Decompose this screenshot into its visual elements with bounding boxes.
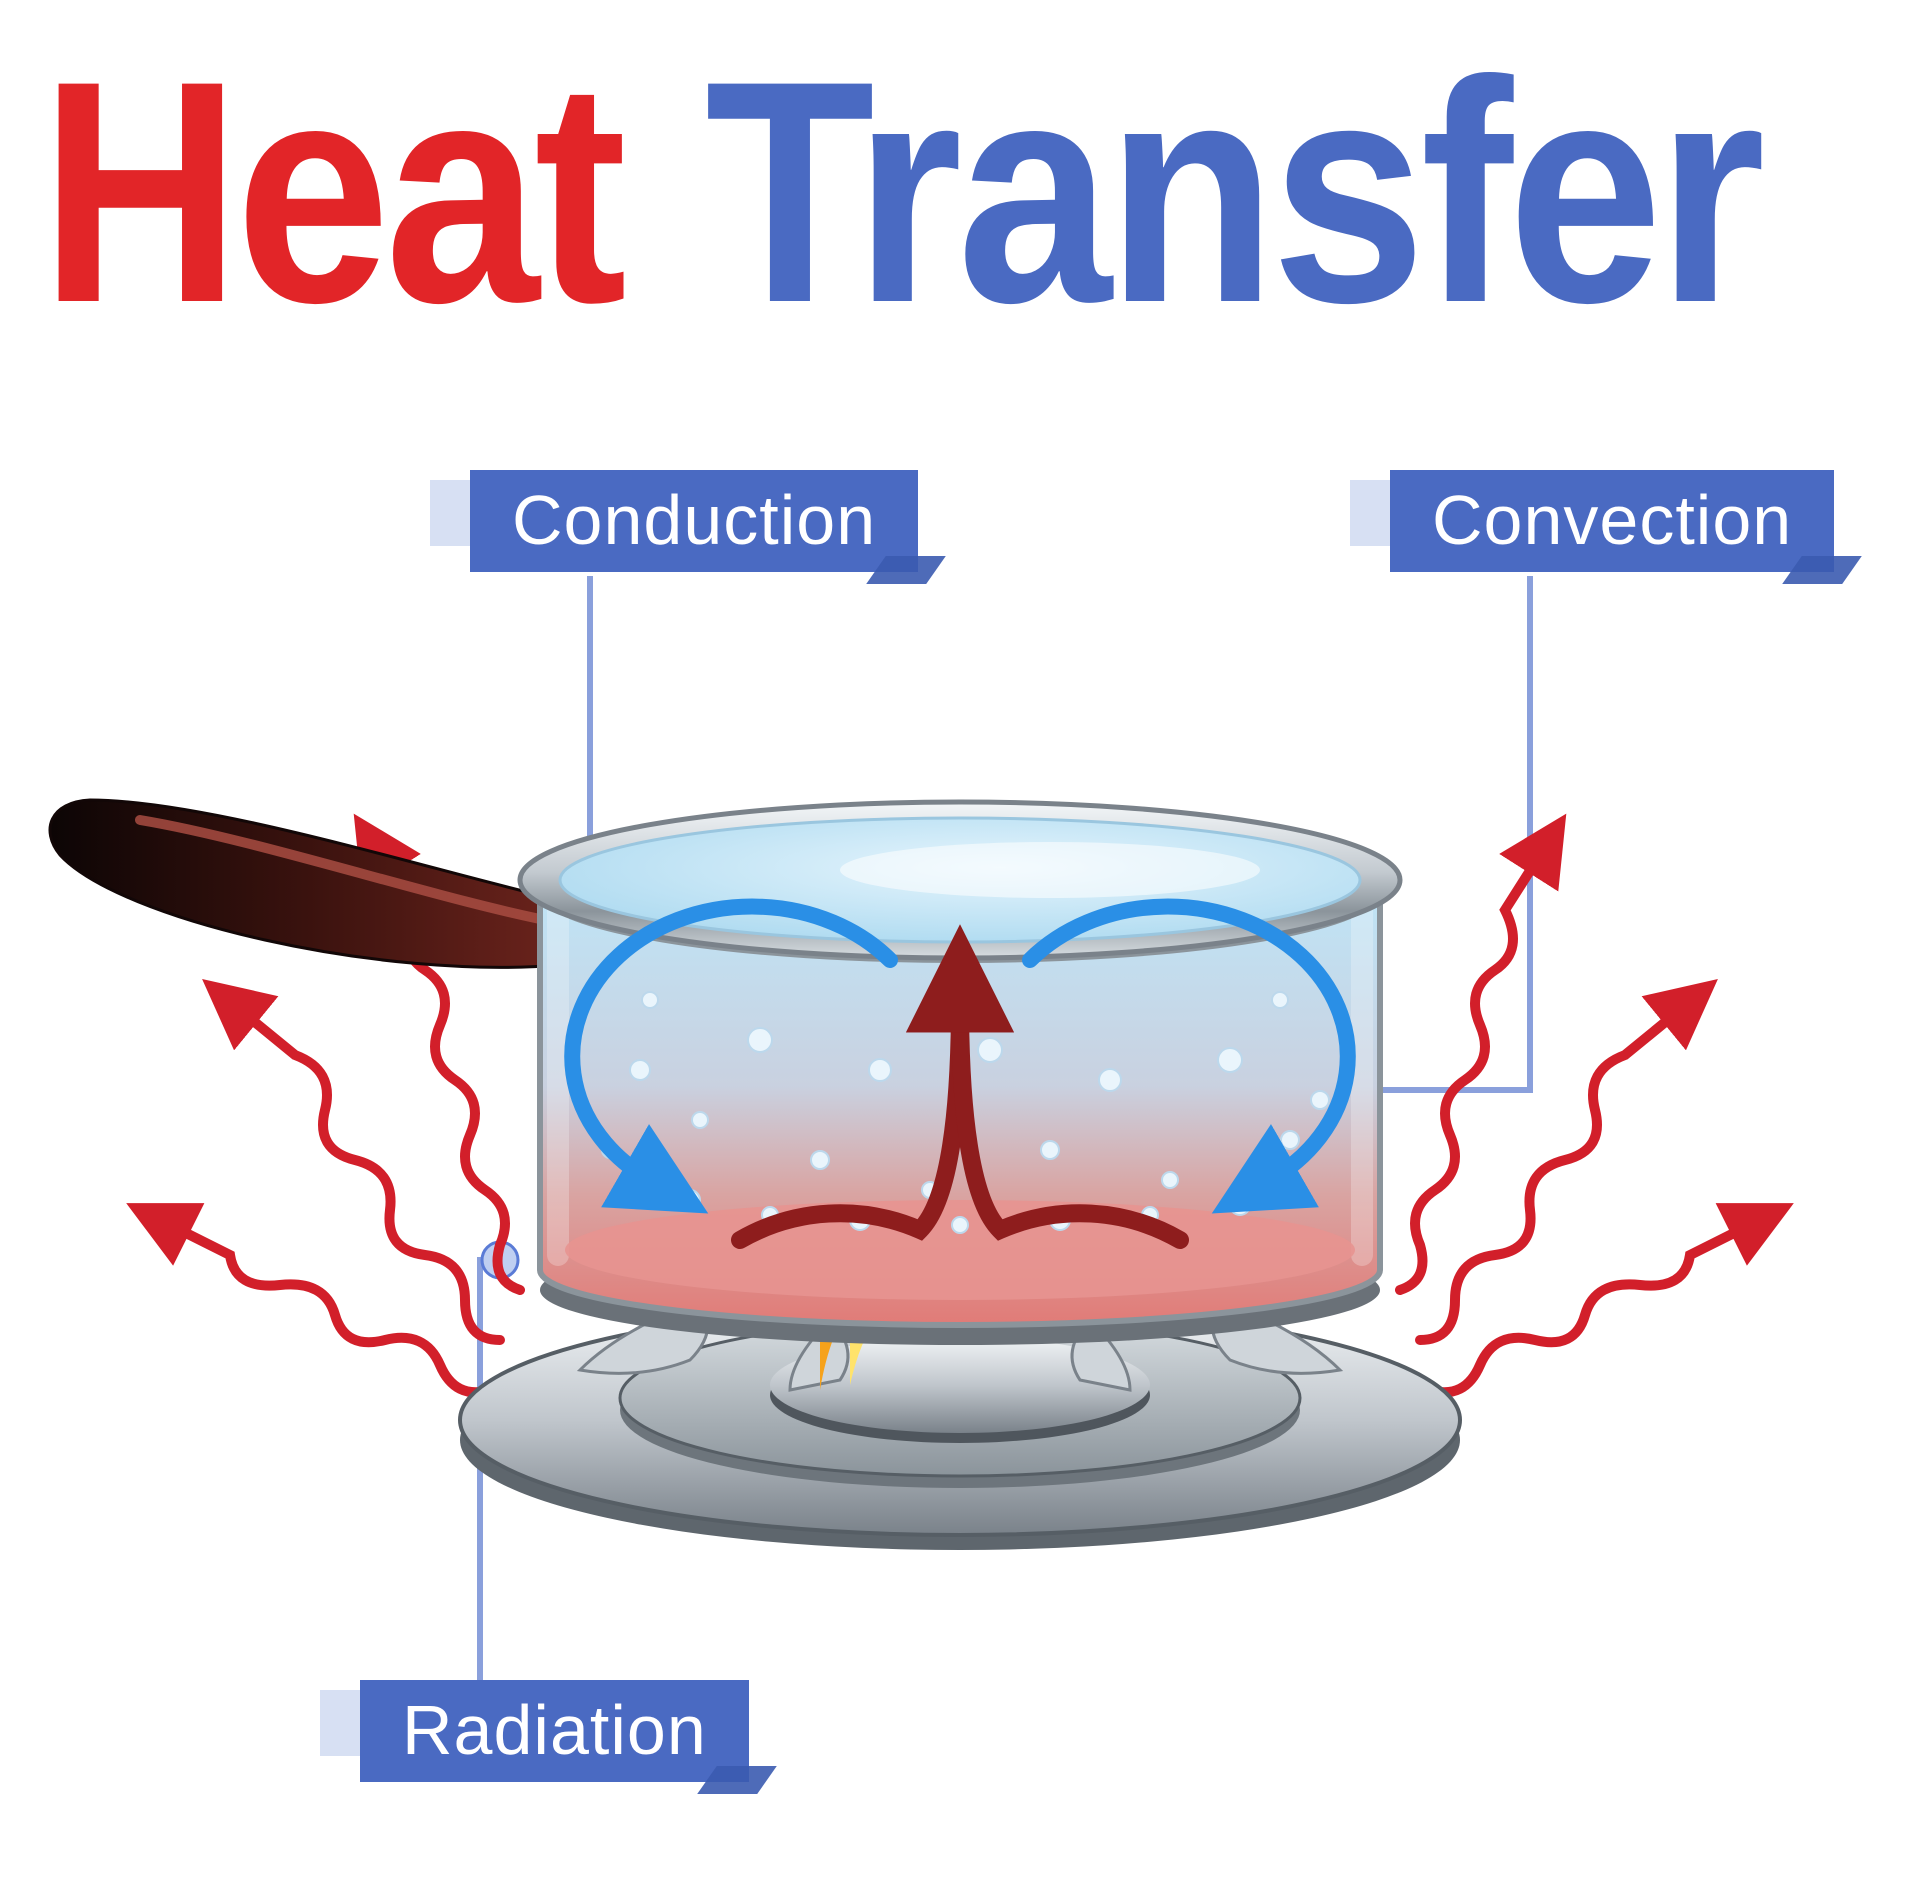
pot-handle	[50, 800, 560, 967]
radiation-arrows-right	[1400, 855, 1750, 1392]
leader-conduction	[570, 576, 590, 870]
diagram-svg	[0, 0, 1920, 1896]
infographic-canvas: Heat Transfer Conduction Convection Radi…	[0, 0, 1920, 1896]
